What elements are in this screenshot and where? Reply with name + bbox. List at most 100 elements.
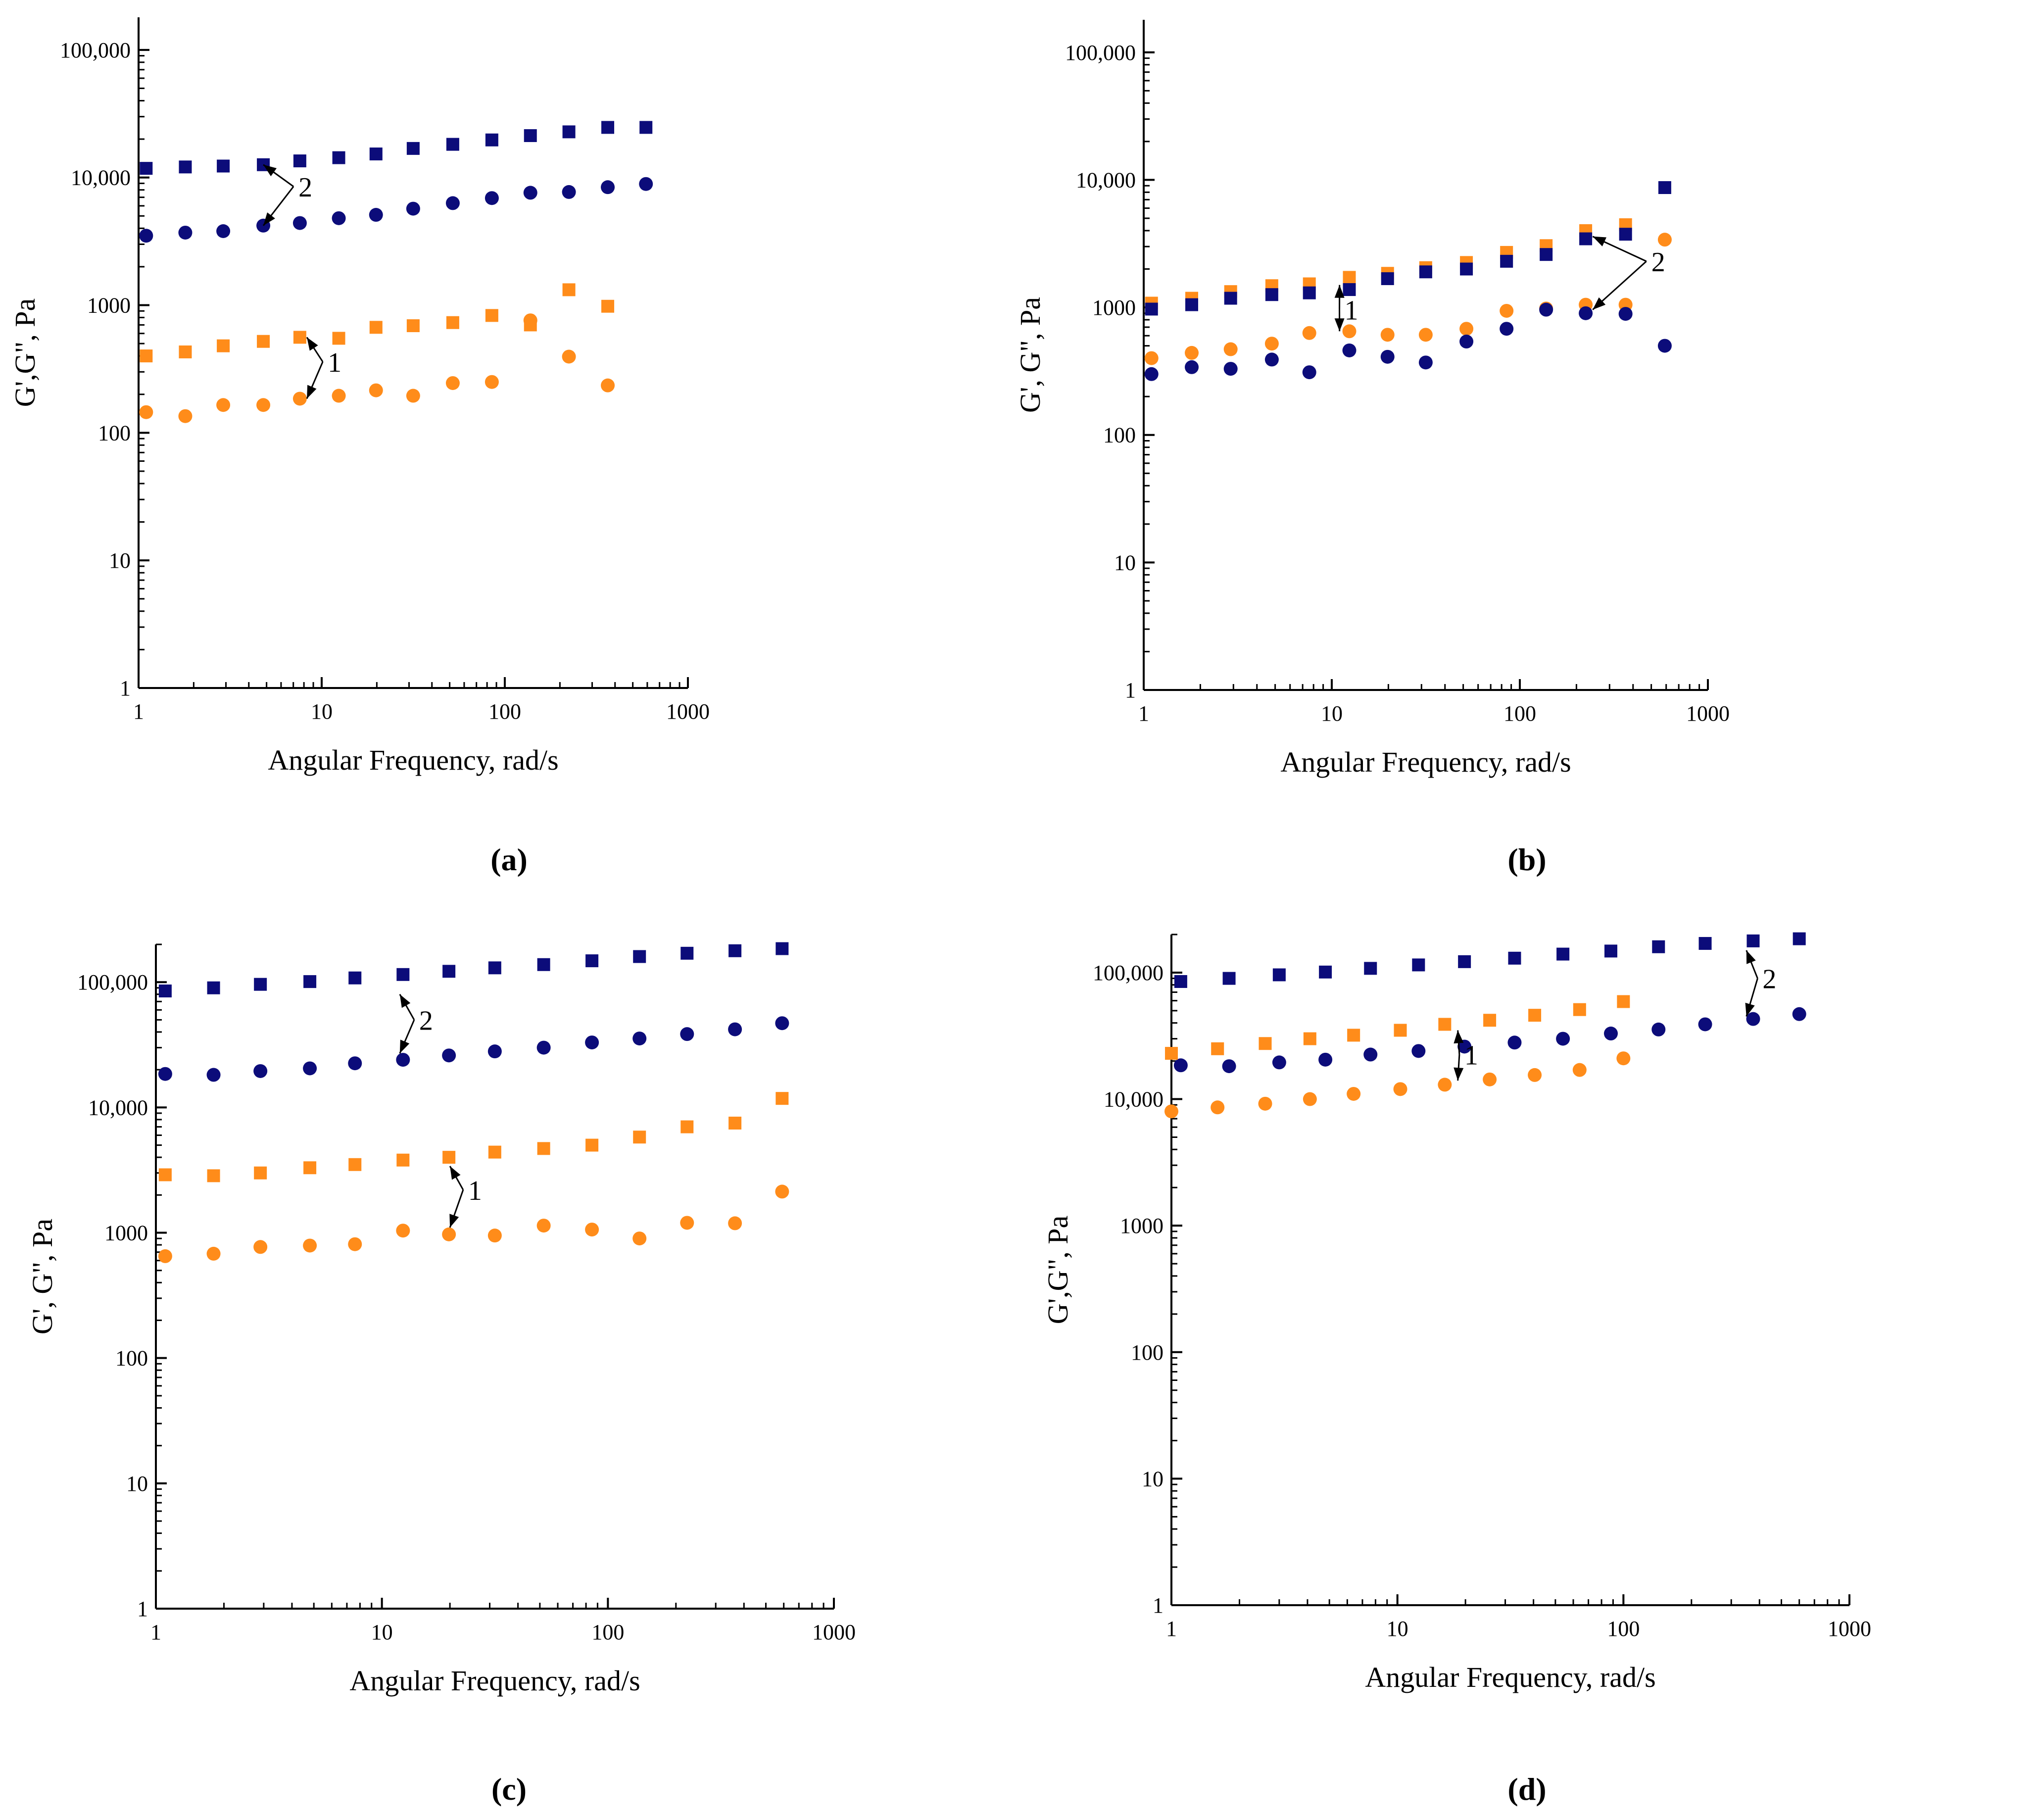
data-point-circle — [332, 389, 346, 403]
data-point-circle — [369, 383, 383, 397]
data-point-circle — [487, 1229, 502, 1243]
data-point-square — [1211, 1042, 1224, 1055]
data-point-square — [728, 1116, 742, 1130]
data-point-circle — [1302, 365, 1316, 380]
data-point-circle — [1457, 1039, 1472, 1054]
data-point-square — [1174, 975, 1187, 988]
data-point-circle — [585, 1223, 599, 1237]
data-point-circle — [1393, 1082, 1407, 1096]
x-tick-label: 10 — [1387, 1617, 1408, 1641]
data-point-square — [303, 1161, 317, 1175]
data-point-square — [562, 125, 576, 139]
chart-d: 1 10 100 1000 1 10 100 1000 10,000 100,000 Angular… — [1042, 932, 1871, 1693]
data-point-circle — [1438, 1078, 1452, 1092]
data-point-square — [776, 942, 789, 955]
data-point-circle — [536, 1219, 551, 1233]
data-point-circle — [1507, 1035, 1522, 1050]
y-tick-label: 10 — [1114, 550, 1136, 575]
data-point-circle — [1572, 1063, 1587, 1077]
annotation-arrowhead — [1593, 297, 1606, 310]
data-point-square — [257, 335, 270, 348]
data-point-square — [1419, 265, 1432, 279]
data-point-circle — [1342, 343, 1357, 357]
data-point-circle — [178, 409, 193, 423]
data-point-circle — [445, 376, 460, 390]
data-point-square — [537, 1142, 550, 1155]
data-point-circle — [1500, 322, 1514, 336]
data-point-circle — [1651, 1022, 1666, 1036]
annotation-arrowhead — [1334, 318, 1345, 332]
data-point-circle — [1618, 307, 1633, 321]
data-point-circle — [1411, 1044, 1426, 1058]
annotation-arrowhead — [263, 212, 275, 226]
data-point-circle — [1459, 322, 1474, 336]
y-axis-title: G',G", Pa — [9, 298, 41, 407]
data-point-circle — [1223, 362, 1238, 376]
data-point-square — [601, 121, 615, 134]
data-point-circle — [292, 392, 307, 406]
data-point-circle — [253, 1064, 268, 1078]
data-point-circle — [1264, 352, 1279, 367]
y-tick-label: 10,000 — [1104, 1087, 1163, 1112]
data-point-square — [179, 345, 192, 358]
data-point-circle — [1483, 1072, 1497, 1086]
data-point-circle — [1418, 355, 1433, 370]
y-tick-label: 10 — [109, 548, 131, 573]
data-point-circle — [256, 398, 271, 412]
data-point-circle — [1579, 306, 1593, 320]
y-tick-label: 10 — [1142, 1467, 1163, 1491]
data-point-square — [524, 129, 537, 142]
data-point-square — [1528, 1009, 1542, 1022]
data-point-square — [1500, 254, 1513, 268]
y-tick-label: 1000 — [87, 293, 131, 317]
annotation-arrowhead — [307, 385, 317, 399]
data-point-square — [396, 1153, 410, 1167]
data-point-circle — [680, 1027, 694, 1041]
data-point-circle — [1223, 342, 1238, 356]
chart-a: 1 10 100 1000 1 10 100 1000 10,000 100,000 Angular… — [9, 17, 710, 776]
data-point-square — [639, 121, 653, 134]
annotation-arrowhead — [399, 1039, 410, 1054]
data-point-square — [1579, 232, 1593, 246]
data-point-square — [1652, 940, 1665, 953]
data-point-square — [1619, 228, 1632, 241]
data-point-square — [1483, 1014, 1497, 1027]
data-point-square — [348, 1158, 362, 1171]
data-point-square — [1458, 955, 1471, 968]
data-point-square — [633, 950, 646, 963]
y-tick-label: 1000 — [1120, 1214, 1163, 1238]
data-point-circle — [1303, 1092, 1317, 1106]
data-point-square — [1165, 1047, 1178, 1060]
annotation-arrowhead — [1745, 1002, 1755, 1017]
data-point-circle — [562, 185, 576, 199]
data-point-circle — [1556, 1032, 1570, 1046]
data-point-circle — [206, 1068, 221, 1082]
y-tick-label: 1 — [137, 1597, 148, 1621]
data-point-circle — [348, 1237, 362, 1251]
data-point-square — [1259, 1037, 1272, 1050]
annotation-arrowhead — [449, 1214, 459, 1228]
chart-panel-b: 1 10 100 1000 1 10 100 1000 10,000 100,000 Angular… — [1018, 0, 2036, 910]
data-point-square — [601, 299, 615, 313]
chart-panel-d: 1 10 100 1000 1 10 100 1000 10,000 100,000 Angular… — [1018, 910, 2036, 1820]
data-point-circle — [562, 349, 576, 364]
data-point-square — [485, 309, 498, 322]
data-point-square — [633, 1131, 646, 1144]
y-tick-label: 100 — [1131, 1340, 1163, 1365]
y-tick-label: 100 — [98, 421, 131, 445]
data-point-square — [293, 154, 306, 168]
data-point-circle — [303, 1061, 317, 1076]
y-tick-label: 100,000 — [77, 970, 148, 994]
data-point-square — [680, 1120, 694, 1133]
data-point-circle — [632, 1032, 647, 1046]
data-point-circle — [445, 196, 460, 210]
data-point-square — [369, 148, 383, 161]
data-point-circle — [406, 389, 420, 403]
data-point-circle — [1185, 360, 1199, 374]
data-point-circle — [303, 1238, 317, 1253]
data-point-square — [776, 1092, 789, 1105]
data-point-square — [1265, 288, 1278, 301]
data-point-circle — [1258, 1096, 1272, 1111]
chart-b: 1 10 100 1000 1 10 100 1000 10,000 100,000 Angular… — [1018, 20, 1730, 778]
x-tick-label: 100 — [1503, 701, 1536, 726]
